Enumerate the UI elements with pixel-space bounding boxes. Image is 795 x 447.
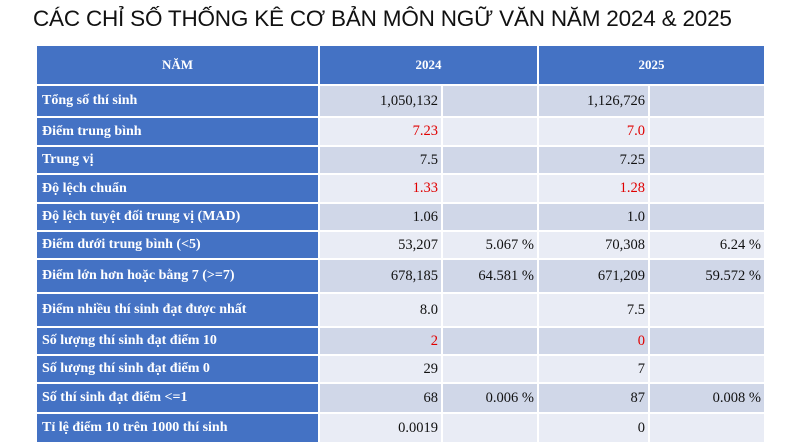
row-label: Số lượng thí sinh đạt điểm 0: [37, 356, 318, 382]
row-label: Độ lệch tuyệt đối trung vị (MAD): [37, 204, 318, 230]
table-row: Số lượng thí sinh đạt điểm 10 2 0: [37, 328, 764, 354]
value-2024: 7.23: [320, 118, 441, 145]
row-label: Điểm lớn hơn hoặc bằng 7 (>=7): [37, 260, 318, 292]
value-2024: 0.0019: [320, 414, 441, 442]
row-label: Tổng số thí sinh: [37, 86, 318, 116]
value-2024: 53,207: [320, 232, 441, 258]
value-2025: 671,209: [539, 260, 648, 292]
table-row: Trung vị 7.5 7.25: [37, 147, 764, 173]
percent-2025: [650, 175, 764, 202]
value-2025: 7.5: [539, 294, 648, 326]
percent-2025: [650, 118, 764, 145]
page-title: CÁC CHỈ SỐ THỐNG KÊ CƠ BẢN MÔN NGỮ VĂN N…: [33, 6, 732, 31]
value-2025: 7.0: [539, 118, 648, 145]
value-2024: 68: [320, 384, 441, 412]
value-2025: 1.28: [539, 175, 648, 202]
header-row: NĂM 2024 2025: [37, 46, 764, 84]
table-row: Độ lệch tuyệt đối trung vị (MAD) 1.06 1.…: [37, 204, 764, 230]
value-2024: 678,185: [320, 260, 441, 292]
percent-2025: [650, 356, 764, 382]
row-label: Độ lệch chuẩn: [37, 175, 318, 202]
row-label: Số lượng thí sinh đạt điểm 10: [37, 328, 318, 354]
percent-2025: [650, 294, 764, 326]
percent-2024: [443, 204, 537, 230]
value-2024: 29: [320, 356, 441, 382]
percent-2024: 5.067 %: [443, 232, 537, 258]
value-2025: 7.25: [539, 147, 648, 173]
value-2025: 87: [539, 384, 648, 412]
percent-2024: [443, 86, 537, 116]
value-2024: 1.33: [320, 175, 441, 202]
value-2024: 8.0: [320, 294, 441, 326]
percent-2025: [650, 204, 764, 230]
value-2025: 1.0: [539, 204, 648, 230]
percent-2025: 59.572 %: [650, 260, 764, 292]
table-row: Số thí sinh đạt điểm <=1 68 0.006 % 87 0…: [37, 384, 764, 412]
percent-2024: [443, 147, 537, 173]
row-label: Trung vị: [37, 147, 318, 173]
table-row: Tỉ lệ điểm 10 trên 1000 thí sinh 0.0019 …: [37, 414, 764, 442]
percent-2025: [650, 328, 764, 354]
percent-2025: [650, 147, 764, 173]
table-row: Số lượng thí sinh đạt điểm 0 29 7: [37, 356, 764, 382]
header-2024: 2024: [320, 46, 537, 84]
row-label: Điểm nhiều thí sinh đạt được nhất: [37, 294, 318, 326]
row-label: Điểm dưới trung bình (<5): [37, 232, 318, 258]
table-row: Điểm nhiều thí sinh đạt được nhất 8.0 7.…: [37, 294, 764, 326]
percent-2024: 0.006 %: [443, 384, 537, 412]
header-2025: 2025: [539, 46, 764, 84]
value-2025: 0: [539, 414, 648, 442]
table-row: Độ lệch chuẩn 1.33 1.28: [37, 175, 764, 202]
table-row: Điểm dưới trung bình (<5) 53,207 5.067 %…: [37, 232, 764, 258]
table-row: Điểm lớn hơn hoặc bằng 7 (>=7) 678,185 6…: [37, 260, 764, 292]
percent-2025: [650, 86, 764, 116]
value-2025: 1,126,726: [539, 86, 648, 116]
percent-2024: [443, 328, 537, 354]
header-year: NĂM: [37, 46, 318, 84]
value-2025: 0: [539, 328, 648, 354]
value-2024: 1,050,132: [320, 86, 441, 116]
value-2025: 7: [539, 356, 648, 382]
table-row: Điểm trung bình 7.23 7.0: [37, 118, 764, 145]
value-2025: 70,308: [539, 232, 648, 258]
row-label: Điểm trung bình: [37, 118, 318, 145]
percent-2024: [443, 175, 537, 202]
row-label: Số thí sinh đạt điểm <=1: [37, 384, 318, 412]
stats-table: NĂM 2024 2025 Tổng số thí sinh 1,050,132…: [35, 44, 766, 444]
percent-2025: 0.008 %: [650, 384, 764, 412]
percent-2025: 6.24 %: [650, 232, 764, 258]
value-2024: 2: [320, 328, 441, 354]
row-label: Tỉ lệ điểm 10 trên 1000 thí sinh: [37, 414, 318, 442]
table-row: Tổng số thí sinh 1,050,132 1,126,726: [37, 86, 764, 116]
percent-2024: [443, 414, 537, 442]
percent-2024: [443, 118, 537, 145]
value-2024: 7.5: [320, 147, 441, 173]
percent-2024: [443, 356, 537, 382]
percent-2024: 64.581 %: [443, 260, 537, 292]
percent-2024: [443, 294, 537, 326]
percent-2025: [650, 414, 764, 442]
value-2024: 1.06: [320, 204, 441, 230]
